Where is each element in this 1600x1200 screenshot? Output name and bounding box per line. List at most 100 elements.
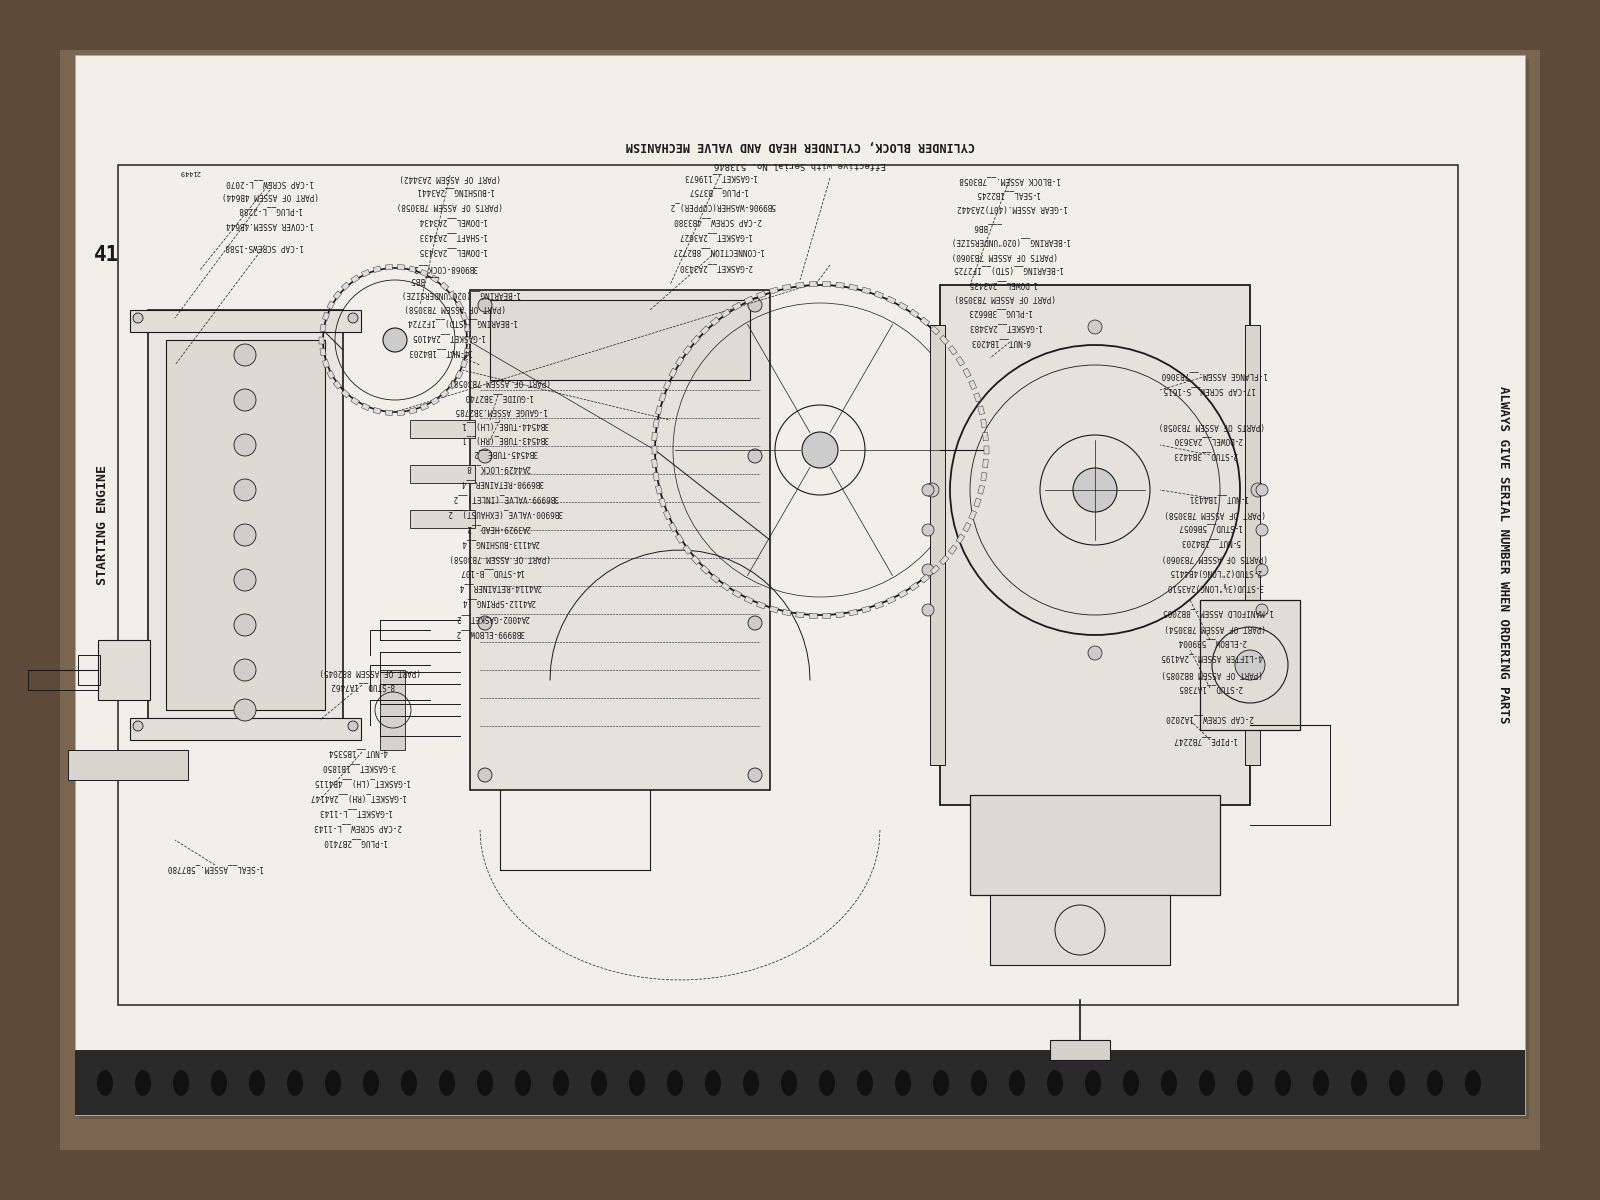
Text: (PART OF ASSEM 7B3058): (PART OF ASSEM 7B3058) [954,294,1056,302]
Text: 17-CAP SCREW__S-1615: 17-CAP SCREW__S-1615 [1163,385,1256,395]
Text: 1-BLOCK ASSEM.__7B3058: 1-BLOCK ASSEM.__7B3058 [958,175,1061,185]
Bar [733,302,742,311]
Bar [683,346,691,355]
Circle shape [1088,320,1102,334]
Text: 1-SEAL__ASSEM._5B7780: 1-SEAL__ASSEM._5B7780 [166,864,264,872]
Bar [323,312,330,320]
Bar [757,601,766,608]
Text: 6-NUT__1B4203: 6-NUT__1B4203 [970,337,1030,347]
Bar [410,464,475,482]
Text: 1-BEARING__(STD)__IF2724: 1-BEARING__(STD)__IF2724 [406,318,517,326]
Bar [909,310,918,318]
Bar [386,264,392,270]
Bar [970,794,1221,895]
Ellipse shape [781,1070,797,1096]
Bar [410,420,475,438]
Bar [949,346,957,355]
Text: (PART OF ASSEM 7B3058): (PART OF ASSEM 7B3058) [405,302,506,312]
Bar [456,301,462,310]
Text: 3B4544-TUBE_(LH)__1: 3B4544-TUBE_(LH)__1 [461,420,549,430]
Text: 1-GASKET__2A3627: 1-GASKET__2A3627 [678,232,752,240]
Bar [710,317,720,326]
Bar [373,408,381,414]
Bar [430,275,440,283]
Text: 2A4112-SPRING__4: 2A4112-SPRING__4 [461,598,534,606]
Bar [930,565,939,575]
Circle shape [1256,564,1267,576]
Text: 3B9068-COCK__3: 3B9068-COCK__3 [413,264,477,272]
Bar [341,282,350,290]
Circle shape [1088,646,1102,660]
Ellipse shape [1314,1070,1330,1096]
Text: 1-PIPE__7B2247: 1-PIPE__7B2247 [1173,736,1237,744]
Bar [691,556,701,565]
Circle shape [749,298,762,312]
Circle shape [749,768,762,782]
Bar [848,610,858,616]
Text: 2-STUD__3B4423: 2-STUD__3B4423 [1173,450,1237,460]
Text: 2A3929-HEAD__2: 2A3929-HEAD__2 [466,523,530,533]
Text: 1-BEARING__(020"UNDERSIZE): 1-BEARING__(020"UNDERSIZE) [950,236,1070,246]
Bar [957,356,965,366]
Text: 4-LIFTER ASSEM._2A4195: 4-LIFTER ASSEM._2A4195 [1162,653,1262,661]
Bar [683,545,691,554]
Text: (PARTS OF ASSEM 7B3058): (PARTS OF ASSEM 7B3058) [1158,420,1266,430]
Bar [656,406,662,415]
Circle shape [234,614,256,636]
Ellipse shape [706,1070,722,1096]
Bar [118,164,1458,1006]
Bar [710,574,720,583]
Bar [782,610,792,616]
Bar [939,556,949,565]
Bar [848,284,858,290]
Text: 1-SHAFT__2A3433: 1-SHAFT__2A3433 [418,232,486,240]
Text: 1-FLANGE ASSEM.__7B3060: 1-FLANGE ASSEM.__7B3060 [1162,371,1269,379]
Circle shape [1251,482,1266,497]
Text: 3B4545-TUBE__2: 3B4545-TUBE__2 [472,449,538,457]
Bar [898,589,907,598]
Text: 1-PLUG__3B6623: 1-PLUG__3B6623 [968,307,1032,317]
Bar [1200,600,1299,730]
Ellipse shape [402,1070,418,1096]
Bar [448,290,456,300]
Bar [691,335,701,344]
Bar [963,368,971,378]
Bar [795,282,805,288]
Bar [982,460,989,468]
Bar [430,397,440,406]
Bar [862,287,870,294]
Bar [886,296,896,304]
Text: 1-BEARING__(020"UNDERSIZE): 1-BEARING__(020"UNDERSIZE) [400,289,520,299]
Bar [733,589,742,598]
Text: 1-GASKET_(RH)__2A4147: 1-GASKET_(RH)__2A4147 [309,792,406,802]
Bar [440,390,448,398]
Bar [722,582,731,590]
Text: (PARTS OF ASSEM 7B3058): (PARTS OF ASSEM 7B3058) [397,202,502,210]
Bar [982,432,989,440]
Text: (PART OF ASSEM 7B3054): (PART OF ASSEM 7B3054) [1165,623,1266,631]
Text: 1-NUT__1B4431: 1-NUT__1B4431 [1187,493,1248,503]
Text: 5-NUT__1B4203: 5-NUT__1B4203 [1179,538,1240,546]
Circle shape [133,721,142,731]
Bar [1050,1040,1110,1060]
Bar [130,310,362,332]
Bar [701,565,710,575]
Circle shape [349,313,358,323]
Text: 1-PLUG__L-2288: 1-PLUG__L-2288 [238,205,302,215]
Bar [898,302,907,311]
Ellipse shape [515,1070,531,1096]
Ellipse shape [1123,1070,1139,1096]
Bar [782,284,792,290]
Bar [810,613,818,618]
Ellipse shape [858,1070,874,1096]
Bar [326,371,334,379]
Circle shape [749,616,762,630]
Bar [350,275,360,283]
Bar [320,336,325,343]
Bar [326,301,334,310]
Ellipse shape [1389,1070,1405,1096]
Text: 5B9906-WASHER(COPPER)_2: 5B9906-WASHER(COPPER)_2 [669,202,774,210]
Text: 2-DOWEL__2A3630: 2-DOWEL__2A3630 [1173,436,1243,444]
Text: STARTING ENGINE: STARTING ENGINE [96,464,109,584]
Text: Effective with Serial No. 5J3846: Effective with Serial No. 5J3846 [714,161,886,169]
